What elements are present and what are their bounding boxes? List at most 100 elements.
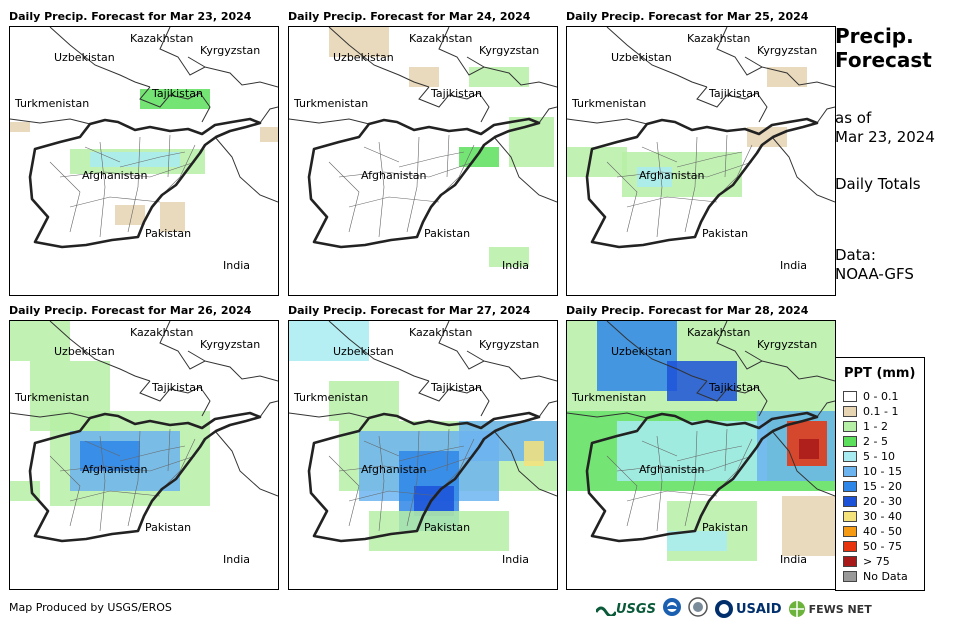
province-boundary: [338, 455, 475, 472]
panel-title-1: Daily Precip. Forecast for Mar 23, 2024: [9, 10, 252, 23]
country-label-pakistan: Pakistan: [145, 521, 191, 534]
country-label-tajikistan: Tajikistan: [708, 381, 760, 394]
map-panel-mar-26: Kazakhstan Uzbekistan Kyrgyzstan Tajikistan…: [9, 320, 279, 590]
province-boundary: [99, 435, 106, 532]
country-border: [49, 321, 151, 382]
country-border: [214, 136, 278, 203]
daily-totals-label: Daily Totals: [835, 175, 921, 193]
province-boundary: [724, 134, 728, 178]
precip-area: [80, 441, 140, 471]
legend-label: 20 - 30: [863, 494, 902, 508]
country-label-turkmenistan: Turkmenistan: [293, 391, 368, 404]
province-boundary: [378, 435, 385, 532]
as-of-label: as of: [835, 109, 872, 127]
legend-item: 0.1 - 1: [843, 404, 898, 418]
map-panel-mar-25: Kazakhstan Uzbekistan Kyrgyzstan Tajikistan…: [566, 26, 836, 296]
map-panel-mar-24: Kazakhstan Uzbekistan Kyrgyzstan Tajikistan…: [288, 26, 558, 296]
country-border: [493, 136, 557, 203]
legend-swatch: [843, 420, 857, 432]
country-border: [771, 430, 835, 497]
precip-area: [459, 147, 499, 167]
data-source-value: NOAA-GFS: [835, 265, 914, 283]
country-label-turkmenistan: Turkmenistan: [14, 97, 89, 110]
forecast-map: Kazakhstan Uzbekistan Kyrgyzstan Tajikistan…: [289, 321, 557, 566]
legend-swatch: [843, 390, 857, 402]
panel-title-6: Daily Precip. Forecast for Mar 28, 2024: [566, 304, 809, 317]
forecast-map: Kazakhstan Uzbekistan Kyrgyzstan Tajikistan…: [567, 321, 835, 566]
province-boundary: [724, 428, 728, 472]
country-label-uzbekistan: Uzbekistan: [54, 345, 115, 358]
country-label-india: India: [223, 259, 250, 272]
precip-area: [10, 122, 30, 132]
country-border: [289, 118, 370, 125]
country-border: [538, 400, 557, 418]
as-of-value: Mar 23, 2024: [835, 128, 935, 146]
forecast-title: Precip. Forecast: [835, 24, 932, 72]
province-boundary: [626, 490, 718, 502]
country-border: [466, 350, 485, 362]
province-boundary: [676, 445, 743, 462]
legend-item: 20 - 30: [843, 494, 902, 508]
province-boundary: [626, 196, 718, 208]
usgs-logo: USGS: [596, 602, 656, 617]
legend-label: 5 - 10: [863, 449, 895, 463]
country-label-pakistan: Pakistan: [702, 521, 748, 534]
country-border: [139, 380, 211, 417]
country-label-afghanistan: Afghanistan: [639, 169, 705, 182]
province-boundary: [616, 161, 753, 178]
country-label-india: India: [780, 259, 807, 272]
usaid-logo: USAID: [714, 599, 782, 619]
precip-area: [597, 321, 677, 391]
precip-area: [524, 441, 544, 466]
country-label-kyrgyzstan: Kyrgyzstan: [200, 338, 260, 351]
province-boundary: [606, 455, 638, 527]
province-boundary: [167, 428, 171, 472]
legend-label: No Data: [863, 569, 908, 583]
legend-swatch: [843, 570, 857, 582]
province-boundary: [69, 490, 161, 502]
legend-item: 0 - 0.1: [843, 389, 898, 403]
precip-area: [567, 147, 627, 177]
map-panel-mar-28: Kazakhstan Uzbekistan Kyrgyzstan Tajikistan…: [566, 320, 836, 590]
legend-swatch: [843, 525, 857, 537]
afghanistan-border: [28, 411, 262, 543]
country-border: [744, 350, 763, 362]
province-boundary: [49, 161, 81, 233]
precip-area: [140, 89, 210, 109]
afghanistan-border: [307, 117, 541, 249]
province-boundary: [641, 440, 678, 457]
province-boundary: [49, 455, 81, 527]
noaa-logo-icon: [662, 597, 682, 621]
province-boundary: [348, 490, 440, 502]
legend-label: 10 - 15: [863, 464, 902, 478]
forecast-map: Kazakhstan Uzbekistan Kyrgyzstan Tajikistan…: [567, 27, 835, 272]
country-label-kyrgyzstan: Kyrgyzstan: [757, 44, 817, 57]
province-boundary: [446, 134, 450, 178]
country-label-pakistan: Pakistan: [424, 521, 470, 534]
legend-label: 30 - 40: [863, 509, 902, 523]
panel-title-3: Daily Precip. Forecast for Mar 25, 2024: [566, 10, 809, 23]
legend-swatch: [843, 495, 857, 507]
country-label-uzbekistan: Uzbekistan: [611, 51, 672, 64]
legend-label: 0.1 - 1: [863, 404, 899, 418]
precip-area: [667, 361, 737, 401]
country-label-afghanistan: Afghanistan: [361, 169, 427, 182]
country-label-afghanistan: Afghanistan: [82, 169, 148, 182]
precip-area: [160, 202, 185, 232]
province-boundary: [84, 146, 121, 163]
country-label-kazakhstan: Kazakhstan: [130, 32, 193, 45]
country-label-kyrgyzstan: Kyrgyzstan: [479, 44, 539, 57]
precip-area: [369, 511, 509, 551]
province-boundary: [99, 141, 106, 238]
legend-item: 2 - 5: [843, 434, 888, 448]
legend-swatch: [843, 480, 857, 492]
legend-swatch: [843, 450, 857, 462]
country-label-india: India: [223, 553, 250, 566]
province-boundary: [406, 136, 420, 233]
forecast-title-line2: Forecast: [835, 48, 932, 72]
country-label-uzbekistan: Uzbekistan: [333, 51, 394, 64]
precip-area: [115, 205, 145, 225]
data-source: Data: NOAA-GFS: [835, 246, 914, 284]
precip-area: [329, 27, 389, 57]
country-border: [10, 412, 91, 419]
